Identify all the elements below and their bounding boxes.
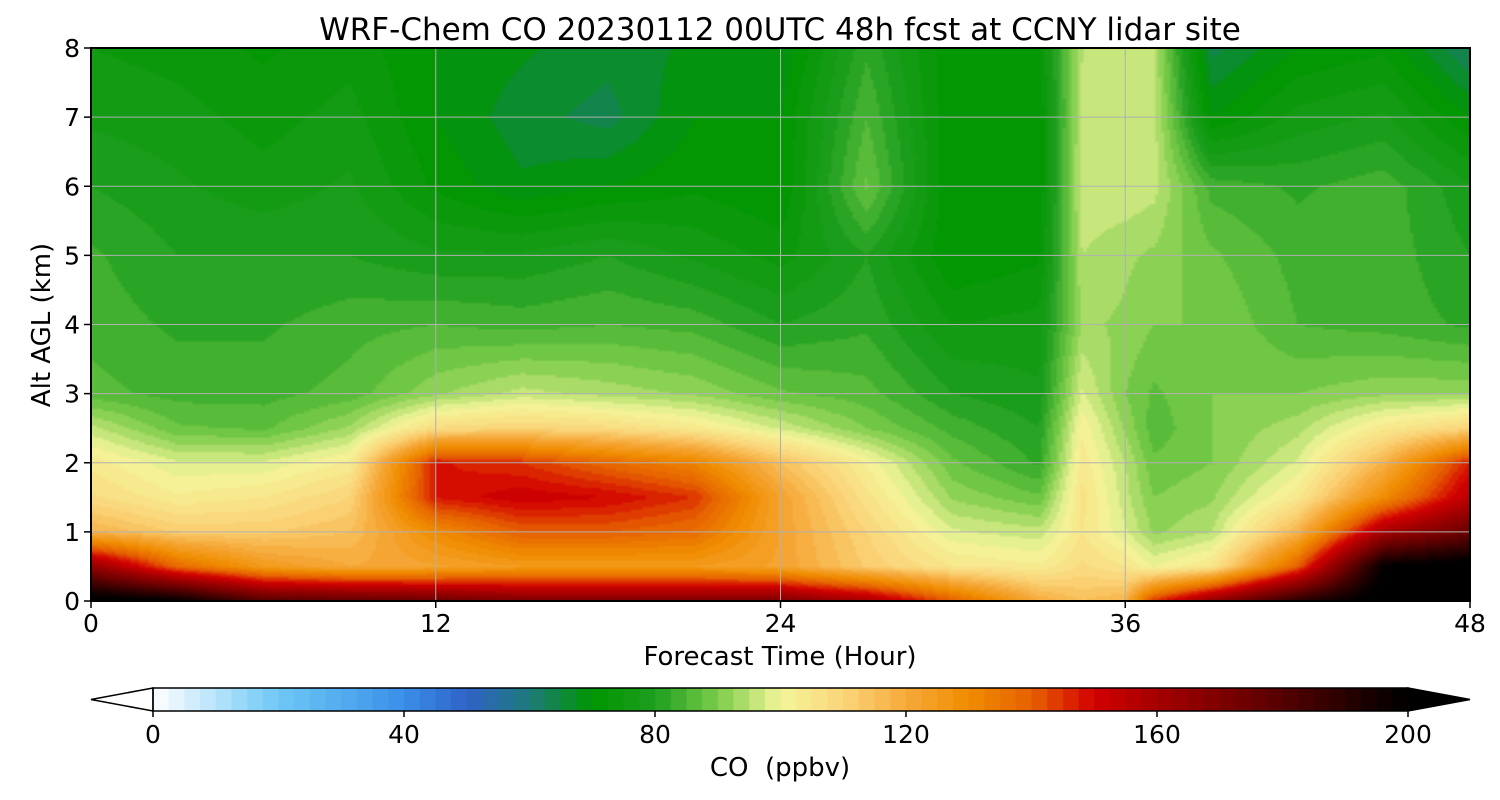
- y-tick-label: 6: [64, 172, 80, 201]
- colorbar-tick-label: 160: [1133, 720, 1181, 749]
- x-axis-label: Forecast Time (Hour): [643, 642, 916, 672]
- y-axis-ticks: 0 1 2 3 4 5 6 7 8: [64, 34, 91, 616]
- colorbar: 0 40 80 120 160 200: [90, 687, 1471, 749]
- colorbar-tick-label: 0: [145, 720, 161, 749]
- colorbar-tick-label: 80: [639, 720, 671, 749]
- x-tick-label: 12: [420, 609, 452, 638]
- colorbar-tick-label: 200: [1384, 720, 1432, 749]
- x-tick-label: 24: [765, 609, 797, 638]
- y-axis-label: Alt AGL (km): [27, 243, 57, 407]
- colorbar-tick-label: 120: [882, 720, 930, 749]
- y-tick-label: 0: [64, 587, 80, 616]
- y-tick-label: 2: [64, 449, 80, 478]
- x-axis-ticks: 0 12 24 36 48: [83, 601, 1486, 638]
- chart-title: WRF-Chem CO 20230112 00UTC 48h fcst at C…: [319, 12, 1241, 48]
- colorbar-extend-low: [90, 687, 154, 712]
- y-tick-label: 3: [64, 380, 80, 409]
- colorbar-label: CO (ppbv): [710, 753, 850, 783]
- colorbar-frame: [152, 687, 1409, 712]
- colorbar-gradient: [153, 688, 1408, 711]
- y-tick-label: 8: [64, 34, 80, 63]
- x-tick-label: 0: [83, 609, 99, 638]
- y-tick-label: 1: [64, 518, 80, 547]
- x-tick-label: 36: [1109, 609, 1141, 638]
- y-tick-label: 7: [64, 103, 80, 132]
- colorbar-ticks: 0 40 80 120 160 200: [145, 711, 1432, 749]
- x-tick-label: 48: [1454, 609, 1486, 638]
- colorbar-extend-high: [1407, 687, 1471, 712]
- y-tick-label: 5: [64, 241, 80, 270]
- y-tick-label: 4: [64, 311, 80, 340]
- colorbar-tick-label: 40: [388, 720, 420, 749]
- grid-lines: [91, 48, 1470, 601]
